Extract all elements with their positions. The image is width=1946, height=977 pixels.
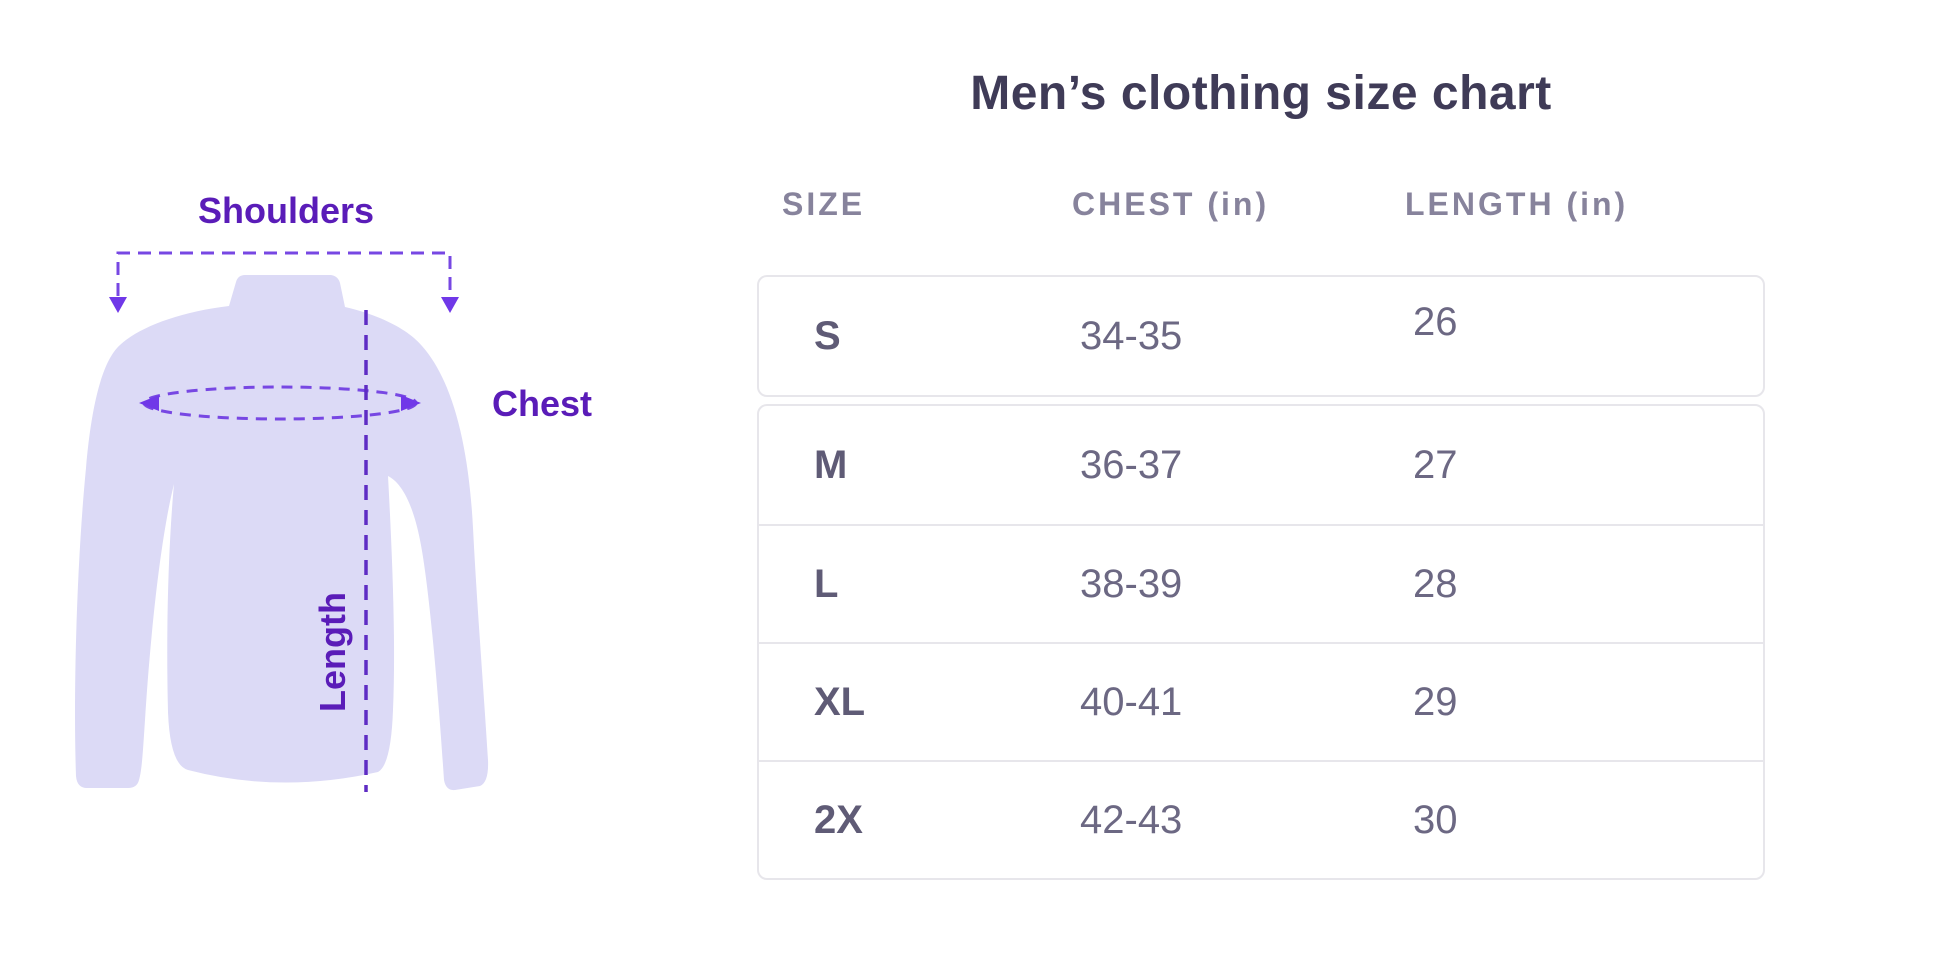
shoulders-label: Shoulders (197, 190, 375, 231)
length-label-wrap: Length (263, 582, 403, 722)
chest-cell: 40-41 (1080, 679, 1183, 724)
length-cell: 28 (1413, 561, 1458, 606)
length-cell: 29 (1413, 679, 1458, 724)
column-header-chest: CHEST (in) (1072, 186, 1270, 222)
page-title: Men’s clothing size chart (970, 67, 1552, 120)
size-chart: Men’s clothing size chart SIZE CHEST (in… (757, 64, 1765, 880)
column-header-length: LENGTH (in) (1405, 186, 1629, 222)
chest-cell: 34-35 (1080, 313, 1183, 358)
arrow-down-left-icon (109, 297, 127, 313)
length-cell: 26 (1413, 299, 1458, 344)
column-header-size: SIZE (782, 186, 866, 222)
size-cell: XL (814, 679, 866, 724)
table-row: L 38-39 28 (759, 524, 1763, 642)
table-row: 2X 42-43 30 (759, 760, 1763, 878)
chest-cell: 38-39 (1080, 561, 1183, 606)
chest-cell: 42-43 (1080, 797, 1183, 842)
size-cell: M (814, 442, 848, 487)
arrow-right-icon (401, 395, 421, 411)
shoulders-measure-line (116, 251, 452, 296)
length-label: Length (312, 592, 353, 712)
table-row: M 36-37 27 (759, 406, 1763, 524)
size-cell: L (814, 561, 839, 606)
table-card-rest: M 36-37 27 L 38-39 28 XL 40-41 29 2X 42-… (757, 404, 1765, 880)
chest-cell: 36-37 (1080, 442, 1183, 487)
length-cell: 27 (1413, 442, 1458, 487)
table-card-first: S 34-35 26 (757, 275, 1765, 397)
shirt-measurement-diagram (75, 251, 489, 792)
arrow-down-right-icon (441, 297, 459, 313)
table-row: S 34-35 26 (759, 277, 1763, 395)
shirt-silhouette (75, 275, 489, 791)
size-cell: S (814, 313, 841, 358)
chest-label: Chest (492, 383, 593, 424)
table-row: XL 40-41 29 (759, 642, 1763, 760)
arrow-left-icon (139, 395, 159, 411)
table-header-row: SIZE CHEST (in) LENGTH (in) (757, 186, 1765, 223)
length-cell: 30 (1413, 797, 1458, 842)
size-cell: 2X (814, 797, 863, 842)
